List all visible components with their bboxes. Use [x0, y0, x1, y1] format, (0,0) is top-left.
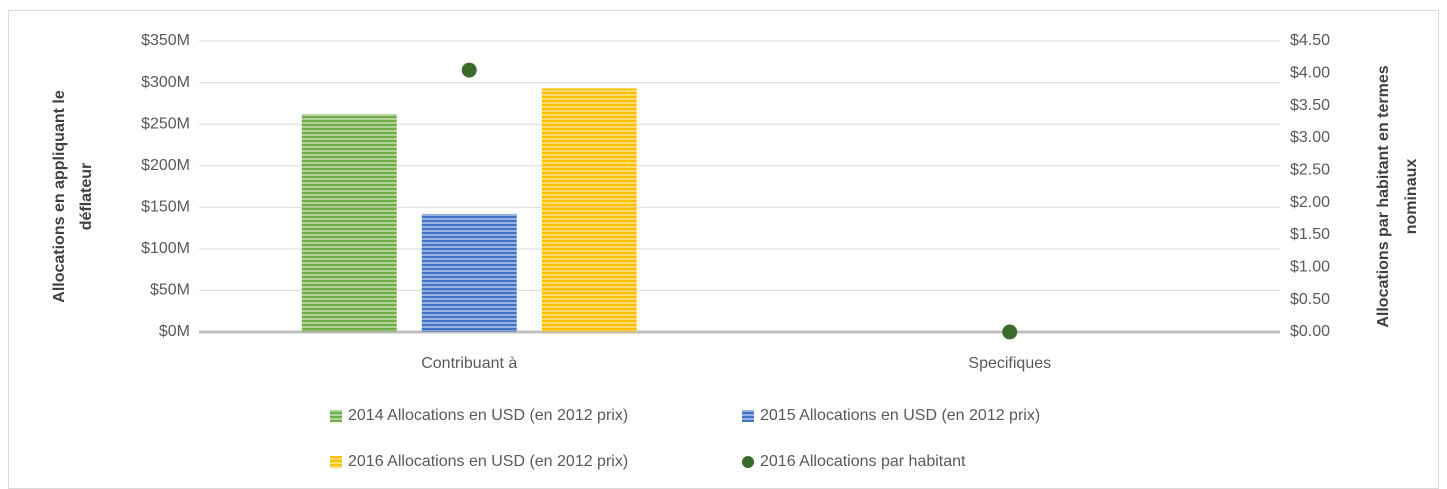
y2-tick-label: $4.50 [1290, 32, 1330, 49]
y2-tick-label: $2.50 [1290, 162, 1330, 179]
y-tick-label: $250M [141, 115, 190, 132]
bar [541, 88, 637, 333]
legend-swatch [330, 410, 342, 422]
y2-tick-label: $0.00 [1290, 323, 1330, 340]
legend-label: 2016 Allocations en USD (en 2012 prix) [348, 453, 628, 470]
y-axis-title: déflateur [78, 163, 95, 231]
legend-label: 2016 Allocations par habitant [760, 453, 966, 470]
y-tick-label: $150M [141, 199, 190, 216]
y2-tick-label: $1.50 [1290, 226, 1330, 243]
y2-tick-label: $1.00 [1290, 259, 1330, 276]
scatter-point [1002, 324, 1018, 340]
scatter-point [461, 62, 477, 78]
legend-swatch [742, 410, 754, 422]
y2-tick-label: $0.50 [1290, 291, 1330, 308]
y2-tick-label: $4.00 [1290, 65, 1330, 82]
y2-axis-title: Allocations par habitant en termes [1375, 65, 1392, 327]
x-tick-label: Contribuant à [421, 355, 517, 372]
legend-label: 2014 Allocations en USD (en 2012 prix) [348, 407, 628, 424]
y-tick-label: $200M [141, 157, 190, 174]
x-tick-label: Specifiques [968, 355, 1051, 372]
y2-tick-label: $2.00 [1290, 194, 1330, 211]
y2-axis-title: nominaux [1403, 159, 1420, 235]
y2-tick-label: $3.00 [1290, 129, 1330, 146]
y-tick-label: $0M [159, 323, 190, 340]
legend-swatch [742, 456, 754, 468]
legend-swatch [330, 456, 342, 468]
y-tick-label: $300M [141, 74, 190, 91]
y-tick-label: $350M [141, 32, 190, 49]
y-axis-title: Allocations en appliquant le [51, 90, 68, 303]
chart-frame [8, 10, 1439, 489]
bar [301, 114, 397, 332]
y2-tick-label: $3.50 [1290, 97, 1330, 114]
y-tick-label: $50M [150, 282, 190, 299]
legend-label: 2015 Allocations en USD (en 2012 prix) [760, 407, 1040, 424]
y-tick-label: $100M [141, 240, 190, 257]
bar [421, 213, 517, 332]
